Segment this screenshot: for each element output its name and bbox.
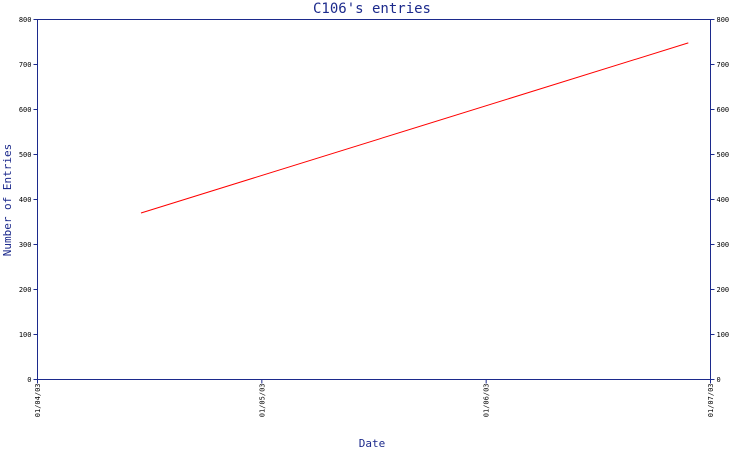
- x-tick-label: 01/05/03: [258, 384, 266, 418]
- y-tick-label-right: 400: [717, 196, 730, 204]
- y-tick-label-right: 200: [717, 286, 730, 294]
- y-tick-label-left: 300: [19, 241, 32, 249]
- y-tick-label-left: 0: [27, 376, 31, 384]
- series-line: [140, 42, 689, 214]
- plot-frame: [37, 19, 711, 380]
- x-tick-label: 01/04/03: [34, 384, 42, 418]
- x-tick-label: 01/07/03: [707, 384, 715, 418]
- y-tick-label-right: 700: [717, 61, 730, 69]
- y-tick-label-right: 0: [717, 376, 721, 384]
- y-tick-label-left: 500: [19, 151, 32, 159]
- y-tick-label-left: 800: [19, 16, 32, 24]
- x-tick-label: 01/06/03: [483, 384, 491, 418]
- y-tick-label-right: 600: [717, 106, 730, 114]
- y-tick-label-left: 200: [19, 286, 32, 294]
- y-tick-label-left: 400: [19, 196, 32, 204]
- y-tick-label-right: 300: [717, 241, 730, 249]
- y-tick-label-right: 500: [717, 151, 730, 159]
- chart-title: C106's entries: [313, 1, 431, 17]
- y-tick-label-left: 600: [19, 106, 32, 114]
- y-tick-label-left: 700: [19, 61, 32, 69]
- series-layer: [140, 42, 689, 214]
- y-axis-title: Number of Entries: [1, 144, 14, 257]
- y-tick-label-left: 100: [19, 331, 32, 339]
- y-tick-label-right: 800: [717, 16, 730, 24]
- y-tick-label-right: 100: [717, 331, 730, 339]
- x-axis-title: Date: [359, 437, 386, 450]
- ticks-layer: 0 0 100 100 200 200 300 300 400 400 500 500 600 600 70…: [19, 16, 729, 417]
